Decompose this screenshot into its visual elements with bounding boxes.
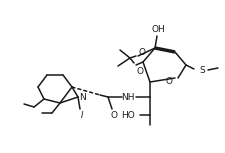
Text: O: O xyxy=(136,67,143,75)
Text: S: S xyxy=(198,65,204,75)
Text: OH: OH xyxy=(151,24,164,34)
Text: I: I xyxy=(80,112,83,121)
Text: N: N xyxy=(78,93,85,101)
Text: O: O xyxy=(138,47,145,56)
Text: O: O xyxy=(110,110,117,119)
Text: NH: NH xyxy=(121,93,134,101)
Text: HO: HO xyxy=(121,110,134,119)
Text: O: O xyxy=(165,76,172,86)
